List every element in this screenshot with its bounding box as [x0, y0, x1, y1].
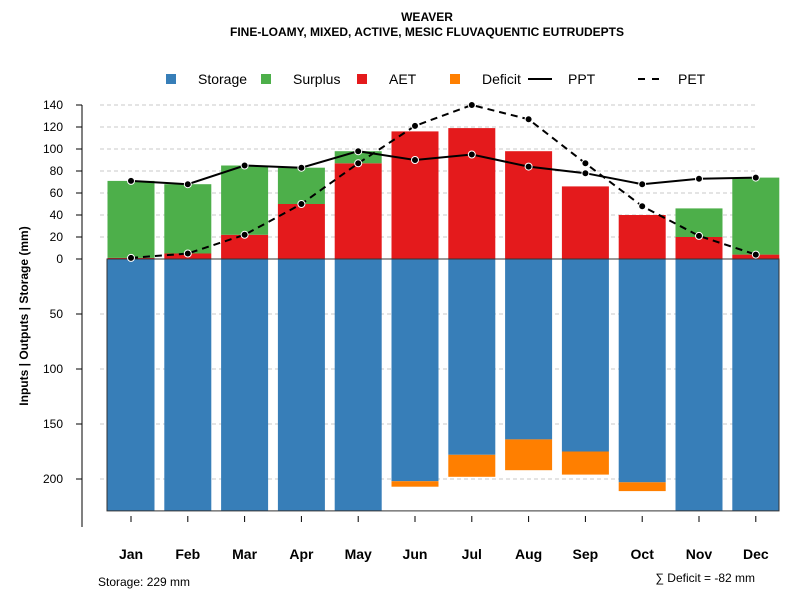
chart-subtitle: FINE-LOAMY, MIXED, ACTIVE, MESIC FLUVAQU… [230, 25, 624, 39]
aet-bar [277, 204, 325, 259]
surplus-bar [277, 167, 325, 204]
deficit-bar [391, 481, 439, 487]
storage-bar [164, 259, 212, 511]
pet-point [524, 115, 533, 124]
pet-point [127, 253, 135, 262]
y-tick-label: 200 [43, 472, 63, 486]
aet-bar [675, 237, 723, 259]
aet-bar [561, 186, 609, 259]
ppt-point [183, 180, 192, 189]
deficit-annotation: ∑ Deficit = -82 mm [655, 571, 755, 585]
ppt-point [411, 156, 419, 164]
deficit-bar [505, 439, 553, 471]
ppt-point [467, 150, 476, 159]
pet-point [354, 159, 363, 168]
legend-swatch [357, 74, 367, 84]
storage-bar [107, 259, 155, 511]
y-tick-label: 140 [43, 98, 63, 112]
y-tick-label: 80 [50, 164, 64, 178]
pet-point [240, 230, 249, 239]
legend-swatch [166, 74, 176, 84]
ppt-point [240, 161, 249, 170]
pet-point [751, 250, 760, 259]
legend-swatch [261, 74, 271, 84]
legend-swatch [450, 74, 460, 84]
storage-bar [277, 259, 325, 511]
y-tick-label: 60 [50, 186, 64, 200]
y-tick-label: 20 [50, 230, 64, 244]
x-tick-label: Dec [743, 546, 769, 562]
storage-bar [391, 259, 439, 482]
deficit-bar [618, 482, 666, 492]
y-tick-label: 100 [43, 362, 63, 376]
x-tick-label: May [345, 546, 372, 562]
x-tick-label: Mar [232, 546, 257, 562]
storage-annotation: Storage: 229 mm [98, 575, 190, 589]
legend-label: Storage [198, 71, 247, 87]
ppt-point [297, 163, 306, 172]
pet-point [581, 159, 590, 168]
storage-box [106, 258, 780, 512]
y-tick-label: 50 [50, 307, 64, 321]
legend-label: Surplus [293, 71, 340, 87]
ppt-point [127, 176, 135, 185]
legend-label: AET [389, 71, 417, 87]
surplus-bar [107, 180, 155, 258]
surplus-bar [164, 184, 212, 254]
aet-bar [448, 128, 496, 259]
storage-bar [221, 259, 269, 511]
y-tick-label: 0 [56, 252, 63, 266]
deficit-bar [448, 454, 496, 477]
aet-bar [221, 234, 269, 259]
pet-line [130, 103, 757, 259]
y-tick-label: 100 [43, 142, 63, 156]
ppt-point [581, 169, 590, 178]
y-tick-label: 120 [43, 120, 63, 134]
ppt-point [751, 173, 760, 182]
legend-label: PPT [568, 71, 596, 87]
legend-label: Deficit [482, 71, 521, 87]
x-tick-label: Jun [403, 546, 428, 562]
ppt-line [130, 150, 756, 186]
storage-bar [448, 259, 496, 455]
aet-bar [618, 215, 666, 259]
aet-bar [391, 131, 439, 259]
x-tick-label: Jan [119, 546, 143, 562]
y-tick-label: 40 [50, 208, 64, 222]
storage-bar [334, 259, 382, 511]
ppt-point [638, 180, 647, 189]
x-tick-label: Apr [289, 546, 314, 562]
x-tick-label: Oct [631, 546, 655, 562]
ppt-point [695, 174, 703, 183]
storage-bar [561, 259, 609, 452]
pet-point [183, 249, 192, 258]
x-tick-label: Jul [462, 546, 482, 562]
x-tick-label: Sep [573, 546, 599, 562]
deficit-bar [561, 451, 609, 475]
x-tick-label: Aug [515, 546, 542, 562]
x-tick-label: Nov [686, 546, 713, 562]
surplus-bar [732, 177, 780, 255]
legend-label: PET [678, 71, 706, 87]
aet-bar [334, 163, 382, 259]
chart-title: WEAVER [401, 10, 453, 24]
x-tick-label: Feb [175, 546, 200, 562]
pet-point [695, 231, 703, 240]
pet-point [297, 200, 306, 208]
storage-bar [505, 259, 553, 440]
pet-point [638, 202, 647, 211]
y-axis-label: Inputs | Outputs | Storage (mm) [17, 226, 31, 405]
storage-bar [618, 259, 666, 483]
y-tick-label: 150 [43, 417, 63, 431]
ppt-point [524, 162, 533, 171]
pet-point [411, 121, 419, 130]
surplus-bar [221, 165, 269, 235]
storage-bar [732, 259, 780, 511]
storage-bar [675, 259, 723, 511]
ppt-point [354, 147, 363, 156]
pet-point [467, 101, 476, 109]
